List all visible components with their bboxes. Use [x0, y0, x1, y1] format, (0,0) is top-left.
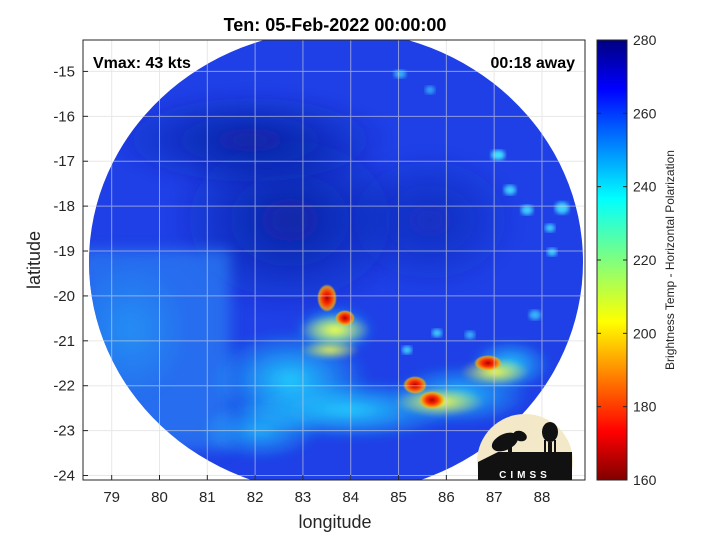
colorbar-tick-label: 180 — [633, 399, 657, 415]
figure-title: Ten: 05-Feb-2022 00:00:00 — [224, 15, 447, 35]
colorbar-tick-label: 220 — [633, 252, 657, 268]
colorbar-tick-label: 200 — [633, 325, 657, 341]
y-axis: -15 -16 -17 -18 -19 -20 -21 -22 -23 -24 — [53, 63, 88, 485]
colorbar-tick-label: 260 — [633, 105, 657, 121]
x-axis-label: longitude — [298, 512, 371, 532]
cimss-logo-text: CIMSS — [499, 470, 551, 481]
y-tick-label: -20 — [53, 288, 75, 305]
x-tick-label: 87 — [486, 489, 503, 506]
x-tick-label: 79 — [103, 489, 120, 506]
x-axis: 79 80 81 82 83 84 85 86 87 88 — [103, 475, 550, 506]
y-tick-label: -18 — [53, 198, 75, 215]
y-tick-label: -19 — [53, 243, 75, 260]
x-tick-label: 86 — [438, 489, 455, 506]
plot-border — [82, 39, 586, 481]
y-tick-label: -15 — [53, 63, 75, 80]
y-tick-label: -16 — [53, 108, 75, 125]
colorbar-tick-label: 240 — [633, 179, 657, 195]
grid-lines — [83, 40, 585, 480]
y-tick-label: -17 — [53, 153, 75, 170]
y-tick-label: -23 — [53, 423, 75, 440]
y-axis-label: latitude — [24, 231, 44, 289]
x-tick-label: 80 — [151, 489, 168, 506]
y-tick-label: -24 — [53, 468, 75, 485]
x-tick-label: 81 — [199, 489, 216, 506]
x-tick-label: 84 — [342, 489, 359, 506]
x-tick-label: 82 — [247, 489, 264, 506]
colorbar: 280 260 240 220 200 180 160 Brightness Temp - … — [596, 32, 677, 488]
vmax-annotation: Vmax: 43 kts — [93, 55, 191, 72]
x-tick-label: 88 — [534, 489, 551, 506]
time-away-annotation: 00:18 away — [490, 55, 575, 72]
x-tick-label: 85 — [390, 489, 407, 506]
y-tick-label: -21 — [53, 333, 75, 350]
cimss-logo: CIMSS — [477, 414, 573, 481]
colorbar-label: Brightness Temp - Horizontal Polarizatio… — [663, 150, 677, 370]
x-tick-label: 83 — [295, 489, 312, 506]
colorbar-tick-label: 160 — [633, 472, 657, 488]
y-tick-label: -22 — [53, 378, 75, 395]
colorbar-tick-label: 280 — [633, 32, 657, 48]
